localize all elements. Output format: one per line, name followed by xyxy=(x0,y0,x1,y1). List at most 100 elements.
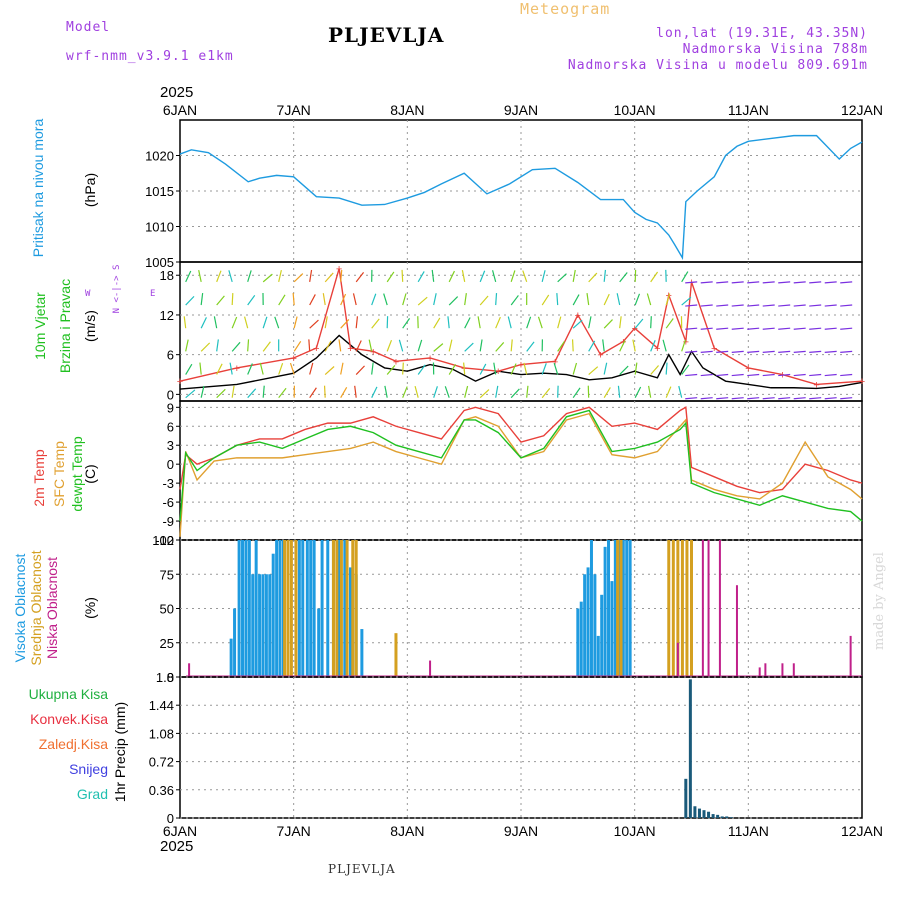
wind-arrow xyxy=(571,339,574,352)
compass-w: W xyxy=(85,289,91,299)
wind-arrow xyxy=(809,373,822,377)
wind-arrow xyxy=(262,316,268,329)
series-line-brzina xyxy=(179,334,863,390)
wind-arrow xyxy=(479,295,489,306)
bar-ukupna-kisa xyxy=(688,679,692,818)
bar-visoka-oblacnost xyxy=(244,540,248,677)
bar-srednja-oblacnost xyxy=(339,540,343,677)
bar-visoka-oblacnost xyxy=(271,553,275,677)
wind-arrow xyxy=(588,340,596,352)
wind-arrow xyxy=(229,362,233,375)
wind-arrow xyxy=(665,318,674,329)
wind-arrow xyxy=(557,316,562,329)
bar-srednja-oblacnost xyxy=(345,540,349,677)
bar-visoka-oblacnost xyxy=(247,540,251,677)
gust-marker: + xyxy=(313,343,319,355)
gust-marker: + xyxy=(518,360,524,372)
year-bottom: 2025 xyxy=(160,838,194,855)
wind-arrow xyxy=(200,342,211,352)
wind-arrow xyxy=(444,386,450,398)
wind-arrow xyxy=(433,343,444,352)
wind-arrow xyxy=(572,269,576,282)
bar-ukupna-kisa xyxy=(720,816,724,818)
wind-arrow xyxy=(247,339,250,352)
wind-arrow xyxy=(278,387,287,399)
wind-arrow xyxy=(464,342,474,352)
bar-visoka-oblacnost xyxy=(583,574,587,677)
bar-srednja-oblacnost xyxy=(286,540,290,677)
bar-visoka-oblacnost xyxy=(610,581,614,677)
bar-niska-oblacnost xyxy=(676,642,679,677)
wind-arrow xyxy=(371,362,374,375)
wind-arrow xyxy=(384,385,388,398)
y-tick-label: 25 xyxy=(160,636,174,651)
gust-marker: + xyxy=(290,353,296,365)
wind-arrow xyxy=(386,364,396,375)
wind-arrow xyxy=(556,293,559,306)
bar-ukupna-kisa xyxy=(716,814,720,818)
wind-arrow xyxy=(778,281,791,284)
bar-visoka-oblacnost xyxy=(603,546,607,677)
wind-arrow xyxy=(588,272,598,283)
wind-arrow xyxy=(431,269,435,282)
gust-marker: + xyxy=(597,350,603,362)
wind-arrow xyxy=(537,316,543,329)
wind-arrow xyxy=(793,397,806,400)
wind-arrow xyxy=(417,364,426,375)
bar-visoka-oblacnost xyxy=(264,574,268,677)
wind-arrow xyxy=(778,350,791,354)
bar-srednja-oblacnost xyxy=(351,540,355,677)
wind-arrow xyxy=(493,362,497,375)
wind-arrow xyxy=(665,386,672,398)
y-tick-label: 0 xyxy=(167,387,174,402)
wind-arrow xyxy=(824,373,837,377)
wind-arrow xyxy=(700,281,713,284)
wind-arrow xyxy=(665,362,668,375)
y-tick-label: 0 xyxy=(167,811,174,826)
wind-arrow xyxy=(747,373,760,377)
wind-arrow xyxy=(510,339,513,352)
wind-arrow xyxy=(681,364,690,375)
bar-niska-oblacnost xyxy=(707,540,710,677)
wind-arrow xyxy=(185,270,192,283)
wind-arrow xyxy=(383,293,388,306)
y-tick-label: -3 xyxy=(162,476,174,491)
y-tick-label: 1.8 xyxy=(156,670,174,685)
precip-legend-grad: Grad xyxy=(76,786,108,802)
bar-srednja-oblacnost xyxy=(294,540,298,677)
wind-arrow xyxy=(243,316,249,329)
wind-arrow xyxy=(340,269,343,282)
bar-ukupna-kisa xyxy=(729,817,733,818)
wind-arrow xyxy=(762,397,775,400)
bar-visoka-oblacnost xyxy=(593,574,597,677)
wind-arrow xyxy=(588,366,599,375)
wind-arrow xyxy=(716,373,729,377)
wind-arrow xyxy=(793,281,806,284)
bar-visoka-oblacnost xyxy=(343,540,347,677)
wind-arrow xyxy=(433,317,441,329)
y-tick-label: -12 xyxy=(155,533,174,548)
bar-visoka-oblacnost xyxy=(326,540,330,677)
model-label: Model xyxy=(66,20,111,35)
x-tick-label-top: 8JAN xyxy=(390,102,424,118)
wind-arrow xyxy=(634,386,642,398)
bar-visoka-oblacnost xyxy=(305,540,309,677)
y-tick-label: 1.08 xyxy=(149,726,174,741)
bar-srednja-oblacnost xyxy=(335,540,339,677)
wind-arrow xyxy=(619,272,628,283)
bar-srednja-oblacnost xyxy=(680,540,684,677)
bar-ukupna-kisa xyxy=(693,806,697,818)
wind-arrow xyxy=(402,318,411,329)
wind-arrow xyxy=(716,397,729,400)
wind-arrow xyxy=(216,388,226,399)
wind-arrow xyxy=(479,270,486,283)
wind-arrow xyxy=(355,340,362,352)
wind-arrow xyxy=(507,316,512,329)
wind-arrow xyxy=(402,362,404,375)
wind-arrow xyxy=(716,304,729,307)
bar-srednja-oblacnost xyxy=(671,540,675,677)
bar-visoka-oblacnost xyxy=(317,608,321,677)
bar-visoka-oblacnost xyxy=(229,638,233,677)
bar-visoka-oblacnost xyxy=(589,540,593,677)
